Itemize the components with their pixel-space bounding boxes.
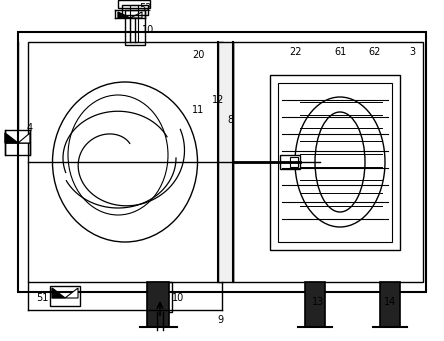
Text: 14: 14 <box>384 297 396 307</box>
Bar <box>280 155 300 169</box>
Text: 4: 4 <box>27 123 33 133</box>
Polygon shape <box>152 296 168 306</box>
Text: 13: 13 <box>312 297 324 307</box>
Bar <box>305 282 325 327</box>
Polygon shape <box>52 288 65 298</box>
Polygon shape <box>18 133 30 143</box>
Text: 61: 61 <box>334 47 346 57</box>
Bar <box>125 10 145 45</box>
Text: 12: 12 <box>212 95 224 105</box>
Ellipse shape <box>295 97 385 227</box>
Bar <box>28 42 223 282</box>
Polygon shape <box>118 12 130 18</box>
Bar <box>270 75 400 250</box>
Text: 8: 8 <box>227 115 233 125</box>
Text: 11: 11 <box>192 105 204 115</box>
Text: 9: 9 <box>217 315 223 325</box>
Text: 10: 10 <box>172 293 184 303</box>
Polygon shape <box>130 12 142 18</box>
Text: 52: 52 <box>139 3 151 13</box>
Bar <box>147 282 169 327</box>
Bar <box>118 0 150 8</box>
Bar <box>218 42 233 282</box>
Ellipse shape <box>315 112 365 212</box>
Text: 20: 20 <box>192 50 204 60</box>
Text: 51: 51 <box>36 293 48 303</box>
Text: 62: 62 <box>369 47 381 57</box>
Bar <box>130 5 138 42</box>
Bar <box>278 83 392 242</box>
Bar <box>18 32 426 292</box>
Bar <box>290 157 298 167</box>
Polygon shape <box>65 288 78 298</box>
Bar <box>50 286 80 306</box>
Text: 22: 22 <box>289 47 301 57</box>
Polygon shape <box>5 133 18 143</box>
Bar <box>380 282 400 327</box>
Bar <box>122 5 148 15</box>
Bar <box>233 42 423 282</box>
Bar <box>5 130 30 155</box>
Text: 10: 10 <box>142 25 154 35</box>
Text: 3: 3 <box>409 47 415 57</box>
Bar <box>152 282 172 312</box>
